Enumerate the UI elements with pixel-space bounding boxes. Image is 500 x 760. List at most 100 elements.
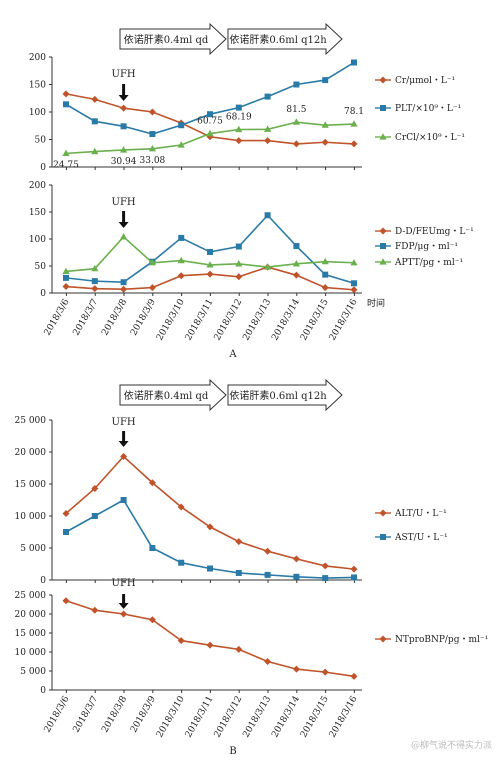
data-point-0-1-8	[293, 81, 300, 88]
data-point-2-0-7	[264, 547, 272, 555]
data-point-0-2-4	[177, 141, 185, 148]
data-point-0-2-5	[206, 129, 214, 137]
B-xlabel-group-4: 2018/3/10	[155, 694, 187, 739]
y-tick-label-0-0: 0	[40, 163, 46, 173]
y-tick-label-1-3: 150	[29, 208, 46, 218]
y-tick-label-0-2: 100	[29, 108, 46, 118]
data-point-0-1-10	[351, 59, 357, 66]
data-point-2-0-10	[350, 565, 358, 573]
data-point-0-0-8	[292, 140, 300, 148]
B-xlabel-group-7: 2018/3/13	[241, 694, 273, 739]
data-point-2-0-4	[177, 503, 185, 511]
B-xlabel-group-6: 2018/3/12	[213, 695, 245, 740]
legend-label-0-0: Cr/μmol・L⁻¹	[395, 76, 455, 86]
data-point-0-2-10	[350, 120, 358, 127]
data-point-1-2-9	[321, 257, 329, 265]
legend-marker-1-0	[379, 227, 387, 235]
legend-label-1-2: APTT/pg・ml⁻¹	[394, 258, 463, 268]
data-point-3-0-2	[120, 610, 128, 618]
A-xlabel-group-0: 2018/3/6	[43, 297, 72, 337]
legend-marker-2-0	[379, 509, 387, 517]
data-point-1-1-2	[120, 279, 127, 286]
y-tick-label-3-2: 10 000	[15, 648, 47, 658]
B-x-tick-label-9: 2018/3/15	[299, 694, 331, 739]
y-tick-label-0-1: 50	[35, 136, 47, 146]
A-xlabel-group-6: 2018/3/12	[213, 298, 245, 343]
A-x-tick-label-0: 2018/3/6	[43, 297, 72, 337]
data-point-1-0-3	[148, 284, 156, 292]
ufh-A2-arrow-head	[118, 222, 129, 228]
A-xlabel-group-10: 2018/3/16	[328, 297, 360, 342]
data-point-1-1-1	[91, 278, 98, 285]
data-point-2-1-4	[178, 559, 185, 566]
data-point-3-0-0	[62, 597, 70, 605]
data-point-0-0-10	[350, 140, 358, 148]
panel-label-B: B	[229, 746, 236, 757]
data-point-1-1-8	[293, 243, 300, 250]
data-point-3-0-1	[91, 606, 99, 614]
B-x-tick-label-2: 2018/3/8	[100, 694, 129, 734]
A-xlabel-group-1: 2018/3/7	[72, 297, 101, 337]
data-point-2-1-3	[149, 545, 156, 551]
chart-layer: 依诺肝素0.4ml qd 依诺肝素0.6ml q12h 0 50 100 150 200 UF…	[15, 22, 492, 757]
data-point-1-2-1	[91, 264, 99, 272]
data-point-1-2-0	[62, 267, 70, 274]
data-point-1-1-5	[207, 248, 213, 255]
data-point-0-2-3	[148, 145, 156, 152]
B-xlabel-group-10: 2018/3/16	[328, 694, 360, 739]
y-tick-label-1-2: 100	[29, 235, 46, 245]
data-point-0-2-7	[264, 125, 272, 132]
A-xlabel-group-3: 2018/3/9	[129, 297, 158, 337]
series-line-2-0	[65, 455, 355, 570]
ufh-B2-arrow-head	[118, 603, 129, 609]
crcl-data-label-3: 60.75	[197, 117, 223, 127]
data-point-3-0-9	[321, 668, 329, 676]
data-point-0-1-6	[235, 104, 242, 111]
data-point-3-0-8	[292, 665, 300, 673]
B-x-tick-label-0: 2018/3/6	[43, 694, 72, 734]
data-point-2-1-8	[293, 573, 300, 580]
data-point-0-1-2	[120, 123, 127, 130]
data-point-1-0-2	[120, 285, 128, 293]
data-point-0-2-9	[321, 121, 329, 128]
data-point-0-0-6	[235, 137, 243, 145]
legend-label-0-2: CrCl/×10⁹・L⁻¹	[395, 133, 465, 143]
B-treatment-arrow-1	[227, 378, 343, 412]
B-xlabel-group-0: 2018/3/6	[43, 694, 72, 734]
B-treatment-label-0: 依诺肝素0.4ml qd	[124, 389, 209, 402]
B-x-tick-label-5: 2018/3/11	[184, 695, 216, 740]
data-point-1-2-4	[177, 256, 185, 264]
A-xlabel-group-2: 2018/3/8	[100, 297, 129, 337]
data-point-0-0-7	[264, 137, 272, 145]
B-x-tick-label-7: 2018/3/13	[241, 694, 273, 739]
B-x-tick-label-4: 2018/3/10	[155, 694, 187, 739]
B-xlabel-group-5: 2018/3/11	[184, 695, 216, 740]
data-point-2-0-0	[62, 509, 70, 517]
data-point-1-2-2	[120, 233, 128, 240]
ufh-B1-label: UFH	[112, 417, 136, 428]
data-point-1-0-10	[350, 286, 358, 294]
data-point-2-0-2	[120, 452, 128, 460]
data-point-2-0-1	[91, 484, 99, 492]
ufh-A2-label: UFH	[112, 197, 136, 208]
B-xlabel-group-1: 2018/3/7	[72, 694, 101, 734]
A-x-tick-label-7: 2018/3/13	[241, 297, 273, 342]
B-x-tick-label-10: 2018/3/16	[328, 694, 360, 739]
legend-marker-0-0	[379, 76, 387, 84]
legend-marker-1-1	[380, 243, 386, 249]
legend-marker-2-1	[380, 534, 386, 540]
y-tick-label-2-1: 5 000	[20, 544, 46, 554]
data-point-0-0-1	[91, 95, 99, 103]
data-point-0-0-2	[120, 104, 128, 112]
B-x-tick-label-1: 2018/3/7	[72, 694, 101, 734]
data-point-2-0-8	[292, 555, 300, 563]
legend-label-1-1: FDP/μg・ml⁻¹	[395, 242, 458, 252]
B-xlabel-group-8: 2018/3/14	[270, 694, 302, 739]
legend-marker-0-2	[379, 133, 387, 140]
B-xlabel-group-2: 2018/3/8	[100, 694, 129, 734]
data-point-1-1-0	[63, 274, 69, 281]
y-tick-label-2-3: 15 000	[15, 480, 47, 490]
data-point-0-2-8	[292, 118, 300, 125]
ufh-A1-label: UFH	[112, 69, 136, 80]
data-point-3-0-4	[177, 637, 185, 645]
